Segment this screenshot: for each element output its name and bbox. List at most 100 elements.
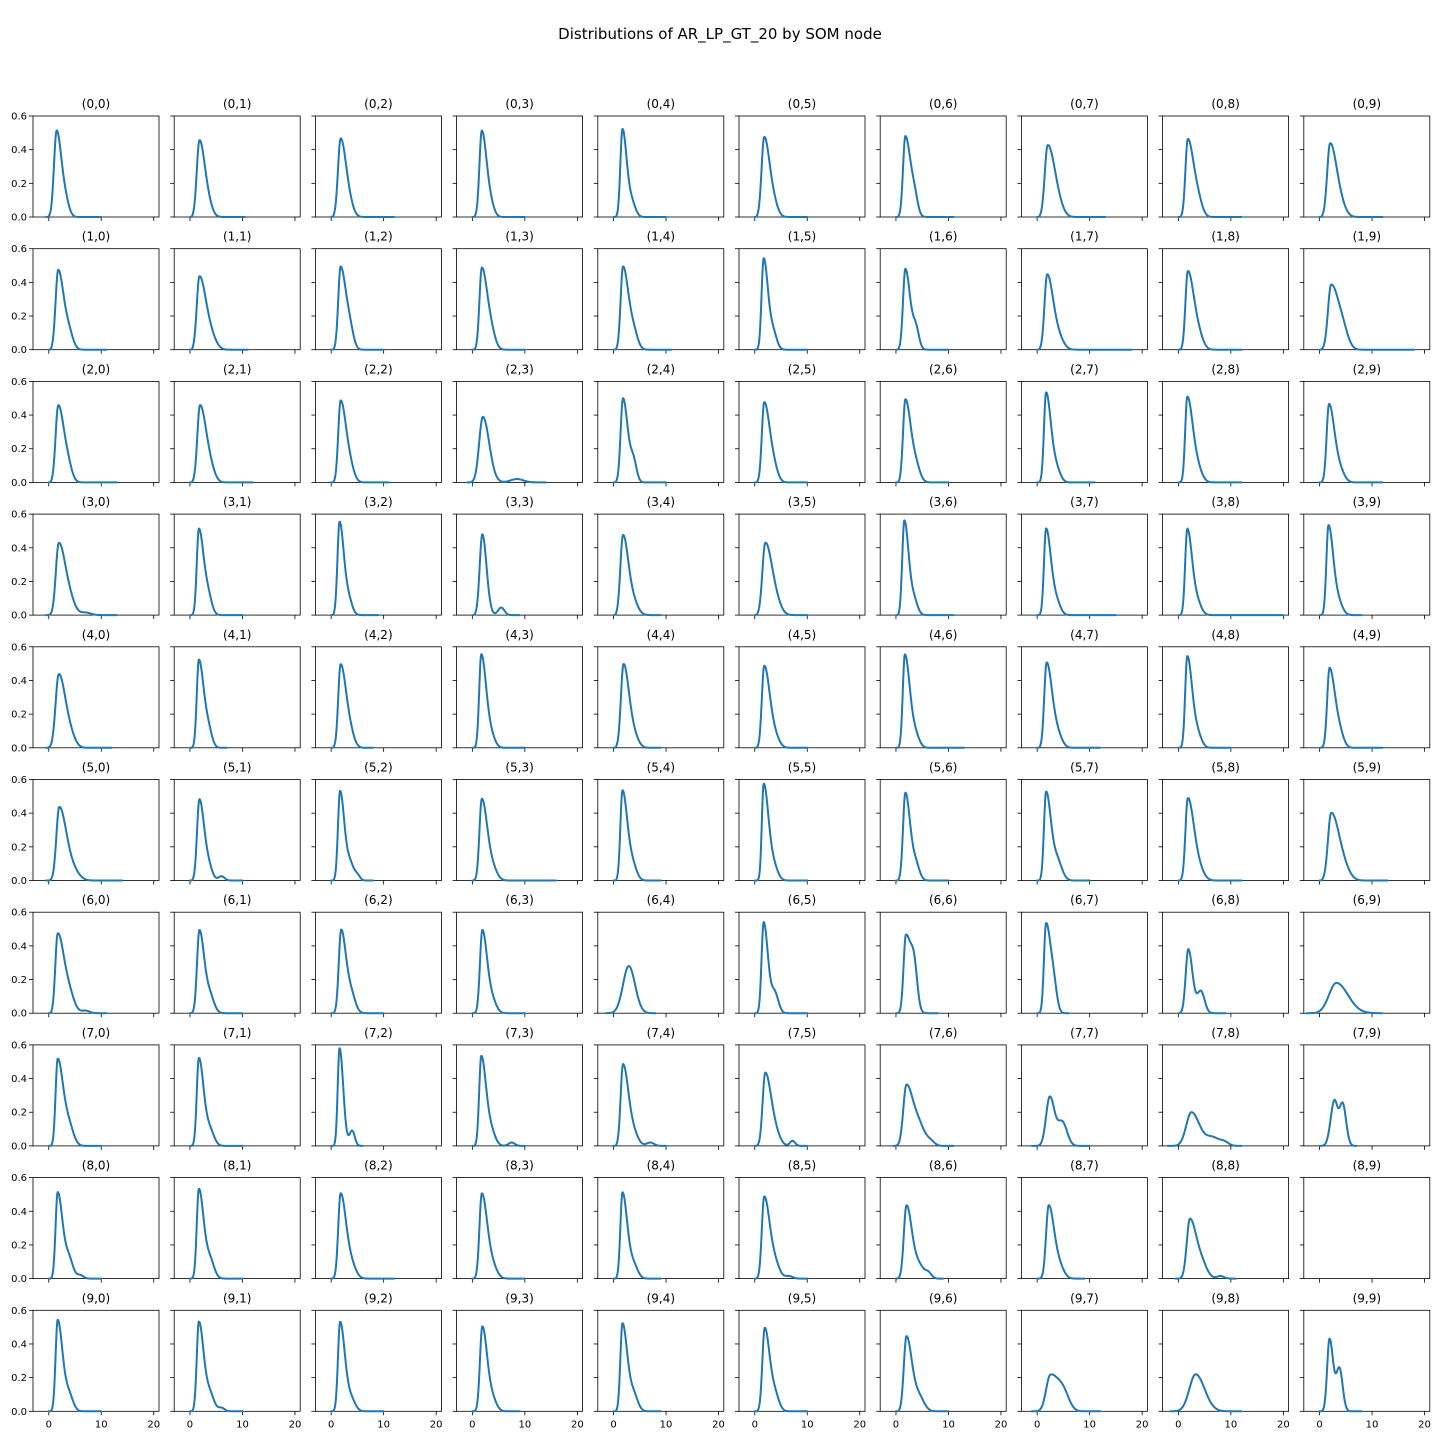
panel-title: (4,9) <box>1353 628 1381 642</box>
kde-line <box>753 135 809 218</box>
x-tick-label: 20 <box>147 1419 160 1430</box>
panel-0-3: (0,3) <box>452 97 584 221</box>
panel-frame <box>738 1177 866 1279</box>
panel-1-6: (1,6) <box>876 230 1007 354</box>
panel-9-2: (9,2) 0 10 20 <box>311 1291 443 1430</box>
panel-title: (1,6) <box>929 230 957 244</box>
panel-title: (3,8) <box>1211 495 1239 509</box>
panel-title: (7,0) <box>82 1026 110 1040</box>
panel-frame <box>597 1177 725 1279</box>
panel-title: (9,6) <box>929 1291 957 1305</box>
kde-line <box>894 933 939 1015</box>
y-tick-label: 0.0 <box>11 1274 27 1285</box>
panel-1-3: (1,3) <box>452 230 584 354</box>
kde-line <box>188 1056 244 1147</box>
kde-line <box>1036 273 1133 351</box>
panel-0-7: (0,7) <box>1017 97 1148 221</box>
panel-8-1: (8,1) <box>170 1159 301 1283</box>
panel-frame <box>879 513 1007 616</box>
panel-title: (9,2) <box>364 1291 392 1305</box>
panel-frame <box>314 1177 442 1279</box>
kde-line <box>471 533 521 617</box>
kde-line <box>1177 948 1227 1015</box>
kde-line <box>47 268 108 351</box>
kde-line <box>1318 811 1389 882</box>
panel-frame <box>32 779 160 881</box>
panel-frame <box>173 646 301 749</box>
panel-title: (3,7) <box>1070 495 1098 509</box>
y-tick-label: 0.2 <box>11 842 27 853</box>
kde-line <box>471 653 526 749</box>
y-tick-label: 0.2 <box>11 1108 27 1119</box>
panel-title: (2,0) <box>82 362 110 376</box>
panel-frame <box>314 115 442 218</box>
kde-line <box>188 404 254 484</box>
panel-frame <box>1021 115 1148 218</box>
kde-line <box>466 415 547 484</box>
figure-title: Distributions of AR_LP_GT_20 by SOM node <box>558 25 882 43</box>
x-tick-label: 0 <box>46 1419 52 1430</box>
panel-title: (5,8) <box>1211 761 1239 775</box>
panel-0-6: (0,6) <box>876 97 1007 221</box>
panel-5-3: (5,3) <box>452 761 584 885</box>
y-tick-label: 0.6 <box>11 510 27 521</box>
y-tick-label: 0.6 <box>11 642 27 653</box>
kde-line <box>188 527 244 617</box>
panel-6-7: (6,7) <box>1017 893 1148 1018</box>
panel-4-6: (4,6) <box>876 628 1007 752</box>
panel-1-9: (1,9) <box>1299 230 1431 354</box>
panel-title: (8,3) <box>505 1159 533 1173</box>
y-tick-label: 0.0 <box>11 213 27 224</box>
panel-4-5: (4,5) <box>735 628 866 752</box>
x-tick-label: 0 <box>1175 1419 1181 1430</box>
panel-frame <box>1303 115 1431 218</box>
panel-3-2: (3,2) <box>311 495 442 620</box>
kde-line <box>612 1191 662 1280</box>
panel-frame <box>314 513 442 616</box>
kde-line <box>1305 981 1384 1015</box>
panel-frame <box>738 1044 866 1147</box>
panel-4-4: (4,4) <box>593 628 725 752</box>
panel-frame <box>879 1044 1007 1147</box>
panel-title: (8,0) <box>82 1159 110 1173</box>
x-tick-label: 20 <box>853 1419 866 1430</box>
panel-4-2: (4,2) <box>311 628 442 752</box>
panel-8-3: (8,3) <box>452 1159 584 1283</box>
kde-line <box>1036 391 1096 484</box>
panel-frame <box>173 115 301 218</box>
kde-line <box>471 1192 526 1280</box>
kde-line <box>47 1318 103 1413</box>
panel-9-4: (9,4) 0 10 20 <box>593 1291 725 1430</box>
panel-2-5: (2,5) <box>735 362 866 487</box>
panel-7-5: (7,5) <box>735 1026 866 1150</box>
y-tick-label: 0.0 <box>11 611 27 622</box>
panel-title: (5,3) <box>505 761 533 775</box>
kde-line <box>612 128 668 218</box>
panel-title: (4,6) <box>929 628 957 642</box>
panel-frame <box>597 911 725 1014</box>
panel-frame <box>738 911 866 1014</box>
panel-8-5: (8,5) <box>735 1159 866 1283</box>
panel-frame <box>456 1177 584 1279</box>
panel-title: (3,4) <box>647 495 675 509</box>
panel-frame <box>32 248 160 351</box>
panel-title: (0,6) <box>929 97 957 111</box>
panel-frame <box>1303 646 1431 749</box>
panel-frame <box>879 1309 1007 1412</box>
panel-title: (0,8) <box>1211 97 1239 111</box>
x-tick-label: 10 <box>660 1419 673 1430</box>
panel-7-8: (7,8) <box>1158 1026 1289 1150</box>
panel-7-7: (7,7) <box>1017 1026 1148 1150</box>
panel-title: (9,0) <box>82 1291 110 1305</box>
panel-frame <box>1303 380 1431 483</box>
panel-frame <box>1021 779 1148 881</box>
panel-7-6: (7,6) <box>876 1026 1007 1150</box>
x-tick-label: 10 <box>236 1419 249 1430</box>
panel-title: (3,2) <box>364 495 392 509</box>
y-tick-label: 0.2 <box>11 975 27 986</box>
kde-line <box>1036 790 1091 882</box>
panel-title: (6,6) <box>929 893 957 907</box>
panel-5-5: (5,5) <box>735 761 866 885</box>
panel-0-0: (0,0) 0.0 0.2 0.4 0.6 <box>11 97 160 224</box>
kde-line <box>753 1071 809 1147</box>
